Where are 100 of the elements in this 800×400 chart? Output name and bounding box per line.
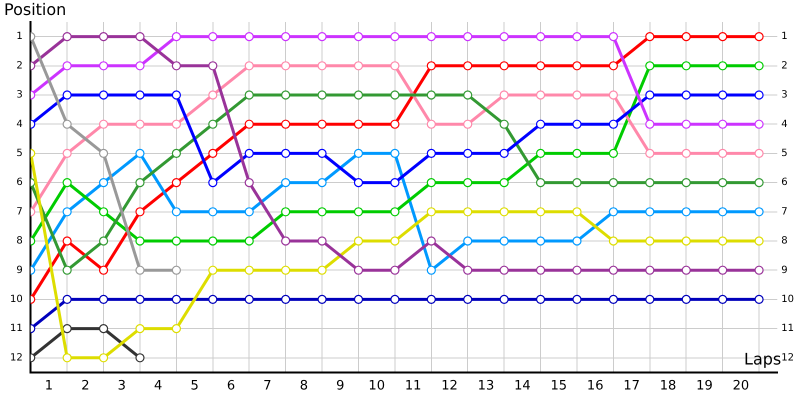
point: [645, 266, 654, 275]
point: [463, 178, 472, 188]
point: [718, 294, 728, 304]
point: [135, 324, 145, 334]
point: [682, 294, 691, 304]
y-tick-label: 8: [16, 236, 23, 247]
point: [208, 236, 218, 246]
point: [354, 90, 364, 100]
y-tick-label: 11: [10, 323, 23, 334]
point: [281, 61, 290, 70]
point: [500, 266, 509, 275]
point: [426, 61, 436, 70]
point: [208, 120, 218, 129]
point: [390, 120, 400, 129]
point: [572, 178, 582, 188]
point: [281, 294, 290, 304]
point: [426, 294, 436, 304]
point: [572, 90, 582, 100]
point: [463, 90, 472, 100]
point: [208, 61, 218, 70]
y-tick-label: 1: [16, 31, 23, 42]
point: [135, 207, 145, 216]
point: [281, 236, 290, 246]
x-tick-label: 13: [478, 378, 494, 394]
point: [172, 324, 181, 334]
point: [317, 294, 327, 304]
point: [317, 32, 327, 42]
point: [682, 32, 691, 42]
x-axis-title: Laps: [744, 350, 782, 369]
point: [135, 148, 145, 158]
x-tick-label: 14: [514, 378, 531, 394]
y2-tick-label: 12: [781, 352, 794, 364]
point: [500, 61, 509, 70]
point: [98, 266, 108, 275]
point: [62, 90, 72, 100]
y-tick-label: 12: [10, 352, 23, 364]
point: [426, 148, 436, 158]
point: [463, 61, 472, 70]
point: [390, 236, 400, 246]
y-tick-label: 3: [16, 90, 23, 101]
point: [172, 266, 181, 275]
point: [98, 207, 108, 216]
x-tick-label: 3: [118, 378, 126, 394]
point: [426, 120, 436, 129]
point: [98, 294, 108, 304]
point: [645, 207, 654, 216]
point: [608, 32, 618, 42]
point: [62, 294, 72, 304]
point: [645, 90, 654, 100]
point: [463, 266, 472, 275]
point: [500, 148, 509, 158]
x-tick-label: 5: [190, 378, 199, 394]
point: [281, 178, 290, 188]
point: [98, 236, 108, 246]
point: [645, 61, 654, 70]
y-tick-label: 9: [16, 264, 23, 276]
point: [500, 207, 509, 216]
point: [682, 207, 691, 216]
point: [135, 236, 145, 246]
point: [98, 353, 108, 362]
point: [172, 236, 181, 246]
point: [645, 178, 654, 188]
point: [500, 294, 509, 304]
point: [354, 61, 364, 70]
x-tick-label: 4: [154, 378, 162, 394]
y2-tick-label: 1: [781, 31, 788, 42]
point: [572, 294, 582, 304]
point: [500, 90, 509, 100]
point: [281, 120, 290, 129]
point: [718, 120, 728, 129]
point: [244, 178, 254, 188]
point: [281, 207, 290, 216]
x-tick-label: 16: [586, 378, 604, 394]
point: [608, 148, 618, 158]
point: [390, 266, 400, 275]
point: [390, 148, 400, 158]
point: [354, 178, 364, 188]
point: [718, 32, 728, 42]
point: [682, 90, 691, 100]
point: [62, 207, 72, 216]
point: [608, 61, 618, 70]
point: [754, 294, 764, 304]
point: [426, 90, 436, 100]
x-tick-label: 1: [44, 378, 54, 394]
y-tick-label: 10: [10, 294, 23, 305]
point: [62, 178, 72, 188]
point: [172, 294, 181, 304]
x-tick-label: 18: [660, 378, 676, 394]
point: [98, 61, 108, 70]
x-tick-label: 17: [623, 378, 640, 394]
point: [98, 178, 108, 188]
point: [208, 207, 218, 216]
point: [463, 32, 472, 42]
point: [426, 266, 436, 275]
point: [536, 178, 546, 188]
point: [244, 148, 254, 158]
x-tick-label: 10: [368, 378, 385, 394]
point: [463, 236, 472, 246]
point: [682, 61, 691, 70]
point: [645, 294, 654, 304]
